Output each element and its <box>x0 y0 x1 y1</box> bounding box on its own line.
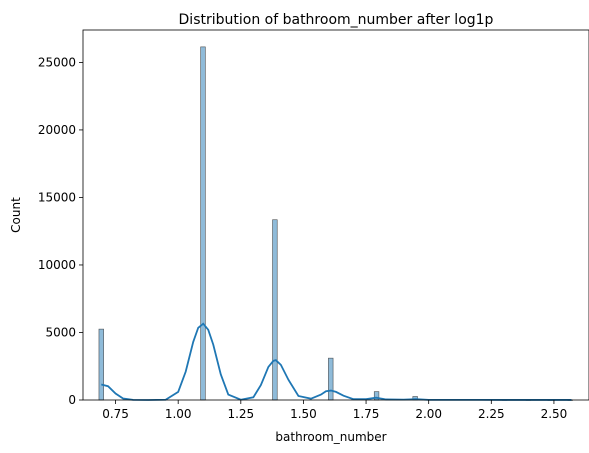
x-axis-label: bathroom_number <box>275 430 386 444</box>
x-tick-label: 1.25 <box>227 407 254 421</box>
histogram-bar <box>201 47 206 400</box>
x-tick-label: 1.50 <box>290 407 317 421</box>
histogram-bar <box>273 220 278 400</box>
x-tick-label: 2.50 <box>541 407 568 421</box>
x-axis-ticks: 0.75 1.00 1.25 1.50 1.75 2.00 2.25 2.50 <box>102 400 567 421</box>
x-tick-label: 0.75 <box>102 407 129 421</box>
y-tick-label: 10000 <box>38 258 76 272</box>
y-axis-label: Count <box>9 197 23 233</box>
x-tick-label: 1.75 <box>353 407 380 421</box>
x-tick-label: 2.00 <box>415 407 442 421</box>
y-tick-label: 25000 <box>38 55 76 69</box>
y-tick-label: 0 <box>68 393 76 407</box>
x-tick-label: 2.25 <box>478 407 505 421</box>
x-tick-label: 1.00 <box>165 407 192 421</box>
kde-curve <box>101 324 571 400</box>
y-axis-ticks: 0 5000 10000 15000 20000 25000 <box>38 55 83 407</box>
histogram-bar <box>328 358 333 400</box>
y-tick-label: 15000 <box>38 190 76 204</box>
histogram-bar <box>99 329 104 400</box>
plot-area <box>83 30 589 400</box>
axes-frame <box>83 30 589 400</box>
histogram-bars <box>99 47 573 401</box>
chart-title: Distribution of bathroom_number after lo… <box>179 12 494 28</box>
y-tick-label: 20000 <box>38 123 76 137</box>
y-tick-label: 5000 <box>45 325 76 339</box>
